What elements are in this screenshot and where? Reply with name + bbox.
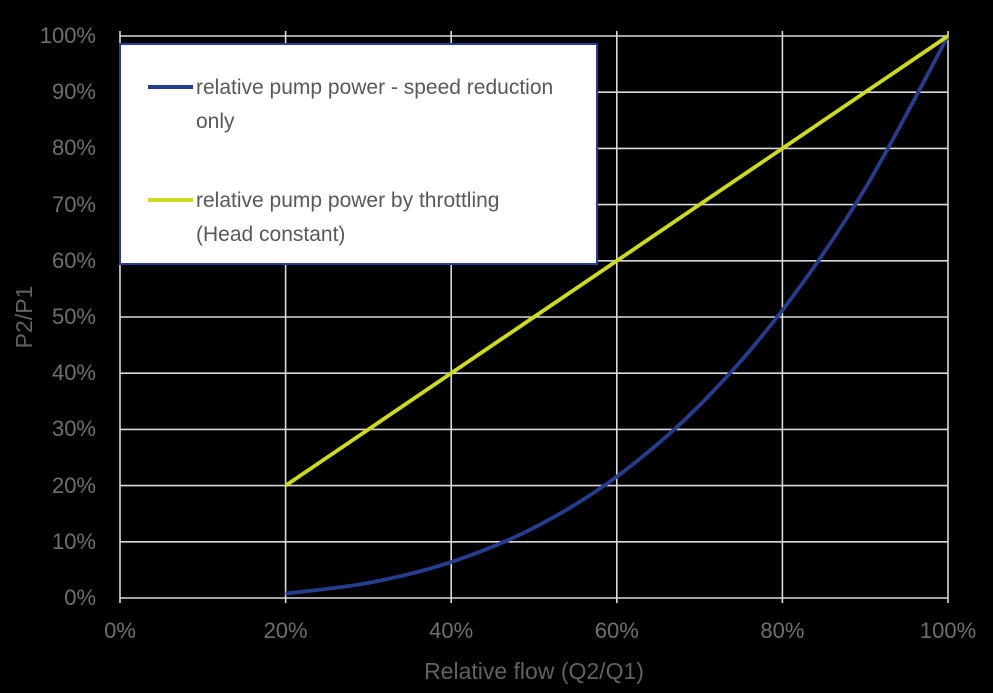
- x-tick-label: 60%: [594, 618, 639, 643]
- series-line: [285, 35, 950, 596]
- x-tick-label: 20%: [263, 618, 308, 643]
- y-tick-label: 30%: [51, 416, 96, 442]
- y-tick-label: 90%: [51, 79, 96, 105]
- legend-item-throttling: relative pump power by throttling (Head …: [148, 184, 582, 252]
- legend: relative pump power - speed reduction on…: [119, 43, 598, 265]
- series-line: [284, 34, 950, 488]
- y-tick-label: 50%: [51, 304, 96, 329]
- x-tick-label: 0%: [104, 618, 136, 643]
- legend-label-speed-reduction: relative pump power - speed reduction on…: [196, 76, 554, 133]
- x-axis-title: Relative flow (Q2/Q1): [424, 658, 644, 684]
- y-tick-label: 0%: [64, 585, 96, 610]
- y-axis-title: P2/P1: [11, 285, 37, 349]
- y-tick-label: 20%: [51, 472, 96, 498]
- x-tick-label: 80%: [760, 618, 805, 643]
- y-tick-label: 80%: [51, 135, 96, 161]
- y-tick-label: 40%: [51, 360, 96, 386]
- x-tick-label: 100%: [919, 618, 977, 643]
- y-tick-label: 100%: [39, 23, 96, 48]
- y-tick-label: 70%: [51, 191, 96, 217]
- y-tick-label: 60%: [51, 247, 96, 273]
- legend-label-throttling: relative pump power by throttling (Head …: [196, 189, 500, 246]
- legend-line-sample-throttling: [148, 198, 193, 202]
- y-tick-label: 10%: [51, 528, 96, 554]
- legend-line-sample-speed-reduction: [148, 85, 193, 89]
- legend-item-speed-reduction: relative pump power - speed reduction on…: [148, 71, 582, 139]
- x-tick-label: 40%: [429, 618, 474, 643]
